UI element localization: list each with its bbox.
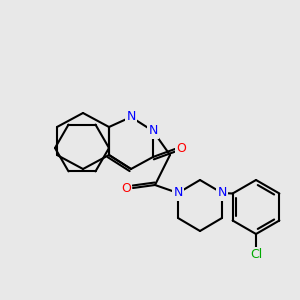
- Text: N: N: [126, 110, 136, 124]
- Text: O: O: [121, 182, 131, 194]
- Text: N: N: [173, 187, 183, 200]
- Text: O: O: [176, 142, 186, 154]
- Text: N: N: [217, 187, 227, 200]
- Text: Cl: Cl: [250, 248, 262, 262]
- Text: N: N: [148, 124, 158, 137]
